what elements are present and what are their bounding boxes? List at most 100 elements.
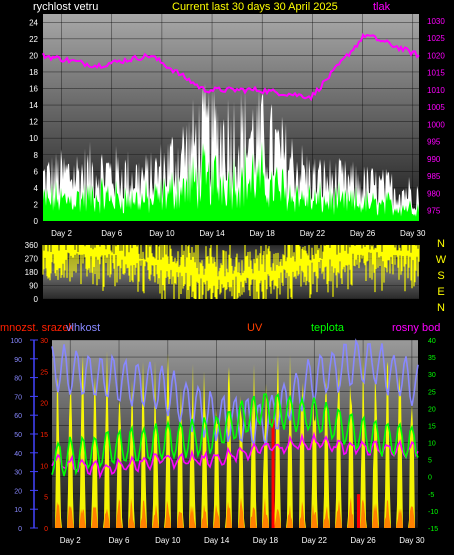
pressure-line [42, 33, 420, 102]
uv-tick-label: 0 [44, 526, 48, 533]
pressure-tick-label: 1030 [427, 17, 445, 26]
rain-label: mnozst. srazek [0, 322, 74, 334]
uv-tick-label: 10 [40, 463, 48, 470]
temperature-line [51, 392, 419, 477]
direction-tick-label: 90 [29, 282, 38, 291]
temperature-axis: 40 35 30 25 20 15 10 5 0 -5 -10 -15 [428, 338, 438, 533]
uv-tick-label: 25 [40, 369, 48, 376]
temperature-tick-label: 0 [428, 475, 432, 482]
wind-tick-label: 22 [29, 35, 38, 44]
wind-tick-label: 0 [34, 217, 39, 226]
uv-label: UV [247, 322, 263, 334]
pressure-tick-label: 1005 [427, 103, 445, 112]
x-tick-label: Day 6 [109, 536, 130, 545]
humidity-tick-label: 30 [14, 470, 22, 477]
pressure-tick-label: 975 [427, 207, 441, 216]
pressure-tick-label: 1020 [427, 51, 445, 60]
compass-letter: E [437, 286, 444, 298]
wind-direction-trace [42, 245, 420, 299]
direction-axis: 360 270 180 90 0 [25, 241, 39, 304]
x-tick-label: Day 10 [149, 229, 175, 238]
compass-letter: W [436, 254, 447, 266]
compass-letter: N [437, 238, 445, 250]
chart-title: Current last 30 days 30 April 2025 [172, 1, 338, 13]
x-tick-label: Day 22 [300, 229, 326, 238]
wind-tick-label: 10 [29, 134, 38, 143]
pressure-tick-label: 990 [427, 155, 441, 164]
wind-tick-label: 16 [29, 85, 38, 94]
humidity-tick-label: 0 [18, 526, 22, 533]
x-tick-label: Day 18 [250, 229, 276, 238]
humidity-tick-label: 90 [14, 357, 22, 364]
x-tick-label: Day 26 [350, 229, 376, 238]
x-tick-label: Day 22 [302, 536, 328, 545]
compass-letter: N [437, 302, 445, 314]
humidity-tick-label: 40 [14, 451, 22, 458]
temperature-tick-label: -5 [428, 492, 434, 499]
direction-tick-label: 180 [25, 268, 39, 277]
wind-panel-data [42, 33, 420, 221]
temperature-tick-label: -15 [428, 526, 438, 533]
humidity-tick-label: 50 [14, 432, 22, 439]
wind-tick-label: 24 [29, 18, 38, 27]
humidity-tick-label: 100 [10, 338, 22, 345]
pressure-tick-label: 1015 [427, 69, 445, 78]
temperature-tick-label: 15 [428, 423, 436, 430]
pressure-tick-label: 995 [427, 138, 441, 147]
x-tick-label: Day 2 [51, 229, 72, 238]
direction-tick-label: 0 [34, 295, 39, 304]
temperature-tick-label: -10 [428, 509, 438, 516]
compass-letter: S [437, 270, 444, 282]
direction-tick-label: 360 [25, 241, 39, 250]
wind-tick-label: 12 [29, 118, 38, 127]
wind-tick-label: 2 [34, 200, 39, 209]
wind-tick-label: 18 [29, 68, 38, 77]
temperature-label: teplota [311, 322, 345, 334]
x-tick-label: Day 6 [101, 229, 122, 238]
wind-tick-label: 20 [29, 51, 38, 60]
humidity-tick-label: 70 [14, 394, 22, 401]
climate-panel-data [51, 338, 419, 528]
x-tick-label: Day 30 [400, 229, 426, 238]
x-tick-label: Day 2 [60, 536, 81, 545]
wind-panel-x-axis: Day 2 Day 6 Day 10 Day 14 Day 18 Day 22 Day 26… [51, 229, 426, 238]
humidity-tick-label: 80 [14, 376, 22, 383]
temperature-tick-label: 25 [428, 389, 436, 396]
x-tick-label: Day 14 [199, 229, 225, 238]
pressure-tick-label: 1000 [427, 120, 445, 129]
uv-tick-label: 5 [44, 495, 48, 502]
uv-index-area [52, 497, 418, 528]
humidity-label: vlhkost [66, 322, 100, 334]
rain-bar [356, 494, 360, 528]
temperature-tick-label: 20 [428, 406, 436, 413]
pressure-tick-label: 980 [427, 189, 441, 198]
pressure-label: tlak [373, 1, 391, 13]
temperature-tick-label: 5 [428, 458, 432, 465]
temperature-tick-label: 30 [428, 372, 436, 379]
humidity-tick-label: 20 [14, 488, 22, 495]
direction-tick-label: 270 [25, 255, 39, 264]
pressure-tick-label: 985 [427, 172, 441, 181]
solar-radiation-area [52, 350, 418, 528]
rain-bar [271, 418, 275, 528]
dew-point-line [51, 431, 419, 480]
temperature-tick-label: 40 [428, 338, 436, 345]
x-tick-label: Day 10 [155, 536, 181, 545]
climate-panel-x-axis: Day 2 Day 6 Day 10 Day 14 Day 18 Day 22 Day 26… [60, 536, 425, 545]
wind-gust-area [43, 82, 419, 221]
uv-tick-label: 20 [40, 401, 48, 408]
humidity-tick-label: 60 [14, 413, 22, 420]
wind-tick-label: 14 [29, 101, 38, 110]
x-tick-label: Day 30 [399, 536, 425, 545]
temperature-tick-label: 35 [428, 355, 436, 362]
pressure-tick-label: 1025 [427, 34, 445, 43]
direction-panel-data [42, 245, 420, 299]
pressure-axis: 1030 1025 1020 1015 1010 1005 1000 995 990 985 980… [427, 17, 445, 216]
uv-tick-label: 30 [40, 338, 48, 345]
temperature-tick-label: 10 [428, 441, 436, 448]
humidity-tick-label: 10 [14, 507, 22, 514]
x-tick-label: Day 26 [350, 536, 376, 545]
